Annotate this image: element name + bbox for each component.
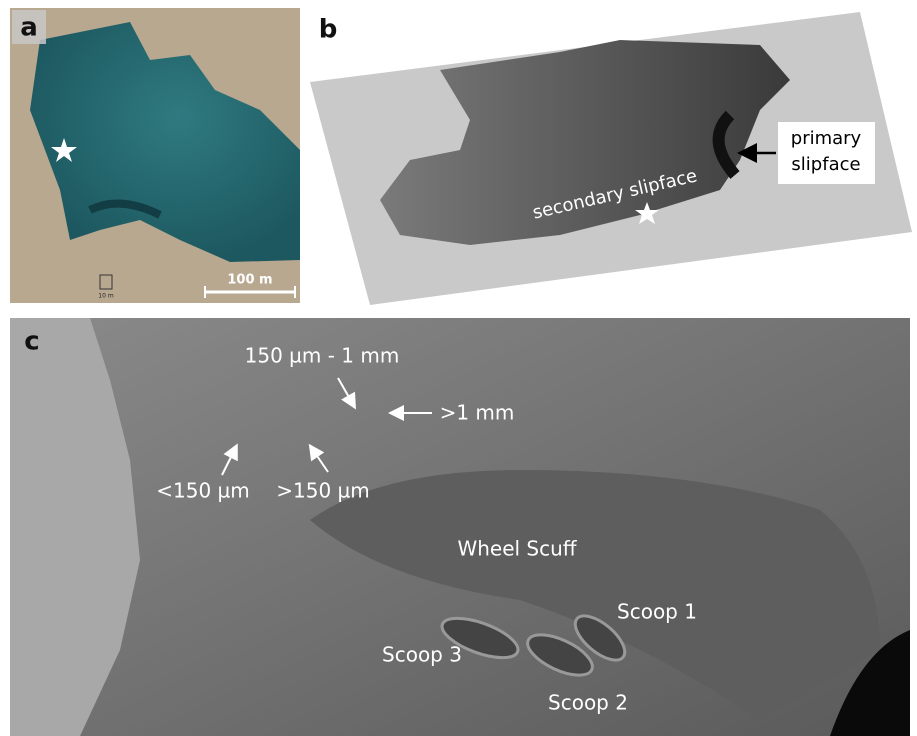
panel-label: a [20,13,38,43]
primary-slipface [712,110,740,179]
arrow [221,443,238,476]
panel-a: a 100 m 10 m [10,8,300,303]
annotation: <150 µm [156,479,250,503]
wheel-scuff-area [310,470,880,720]
annotation: Scoop 3 [382,643,462,667]
dune [380,40,790,245]
label-box [12,10,46,44]
dune-field [30,22,300,262]
annotation: slipface [791,154,860,175]
star [51,138,77,162]
inset-scale-label: 10 m [98,293,114,300]
callout-box [778,122,875,184]
arrow [337,377,356,410]
star [635,202,659,224]
panel-label: b [319,15,338,45]
annotation: Wheel Scuff [457,537,577,561]
annotation: Scoop 1 [617,600,697,624]
scoop [573,614,627,662]
annotation: >150 µm [276,479,370,503]
panel-c: c 150 µm - 1 mm >1 mm <150 µm >150 µm Wh… [10,318,910,736]
scoop [440,616,520,660]
slipface [88,199,162,219]
panel-label: c [24,327,39,357]
annotation: primary [791,128,862,149]
scoop [526,633,594,677]
annotation: >1 mm [440,401,515,425]
annotation: Scoop 2 [548,691,628,715]
scale-label: 100 m [227,273,272,288]
annotation: 150 µm - 1 mm [245,344,400,368]
arrow [308,443,329,473]
panel-b: b primary slipface secondary slipface [310,12,912,305]
bedrock [10,318,140,736]
inset-scale [99,274,113,290]
shadow [830,630,910,736]
